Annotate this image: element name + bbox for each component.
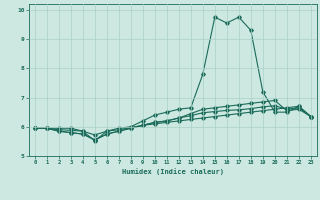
X-axis label: Humidex (Indice chaleur): Humidex (Indice chaleur) (122, 168, 224, 175)
